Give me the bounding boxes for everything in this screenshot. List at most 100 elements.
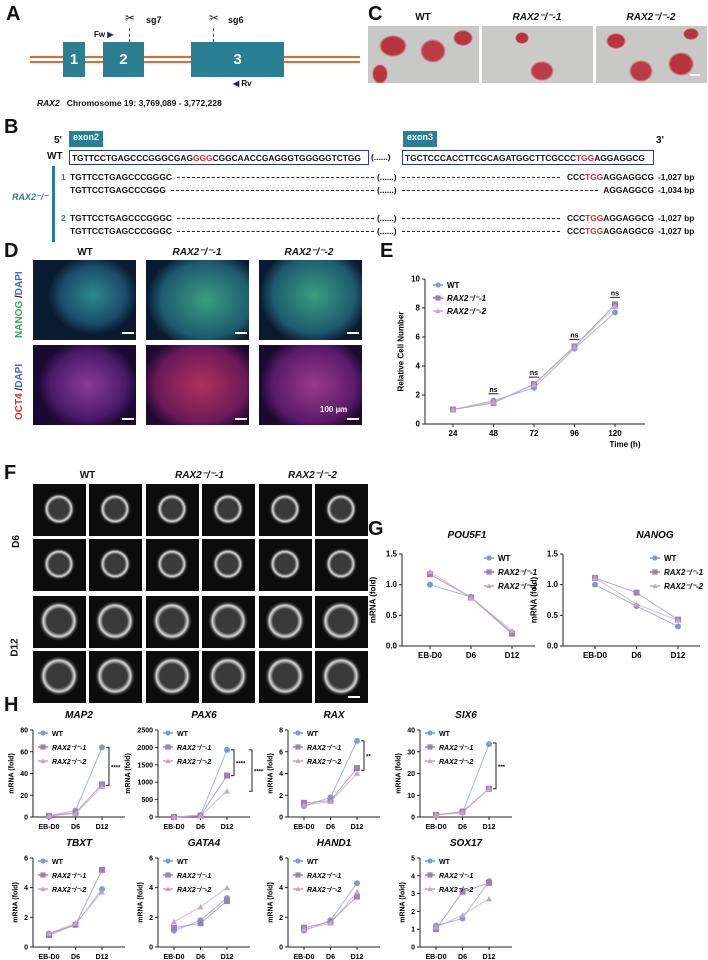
column-title: WT — [77, 247, 93, 258]
deletion-size: -1,034 bp — [658, 185, 695, 195]
colony-image-wt — [368, 26, 479, 83]
y-tick-label: 0 — [279, 815, 283, 822]
pam-seq: GGG — [192, 152, 213, 163]
deletion-dashes — [402, 231, 560, 232]
scissors-icon: ✂ — [209, 11, 220, 25]
eb-image — [146, 596, 199, 648]
wt-exon3-sequence: TGCTCCCACCTTCGCAGATGGCTTCGCCC TGG AGGAGGCG — [402, 150, 654, 165]
square-marker — [509, 630, 515, 637]
x-tick-label: EB-D0 — [293, 824, 314, 831]
oct4-image-ko2 — [259, 345, 362, 425]
legend-label: RAX2⁻/⁻-1 — [439, 873, 473, 880]
x-tick-label: D12 — [483, 824, 496, 831]
square-marker — [486, 879, 492, 886]
y-axis-label: mRNA (fold) — [138, 882, 145, 923]
y-tick-label: 2000 — [137, 745, 153, 752]
triangle-marker — [46, 930, 52, 937]
eb-image — [89, 539, 142, 591]
x-tick-label: D12 — [221, 824, 234, 831]
triangle-marker — [675, 617, 681, 623]
y-tick-label: 0 — [411, 815, 415, 822]
circle-marker — [486, 555, 492, 561]
eb-image — [33, 484, 86, 536]
legend-label: RAX2⁻/⁻-1 — [52, 873, 86, 880]
y-tick-label: 2 — [416, 391, 421, 400]
triangle-marker — [295, 886, 301, 892]
chart-title: HAND1 — [317, 838, 352, 849]
square-marker — [40, 744, 46, 750]
rv-primer-label: ◀ Rv — [233, 79, 252, 88]
y-tick-label: 1.5 — [547, 550, 559, 559]
deletion-dashes — [176, 177, 374, 178]
significance-label: ns — [530, 370, 538, 377]
eb-image — [89, 651, 142, 703]
legend-label: WT — [447, 281, 460, 290]
x-tick-label: D12 — [221, 954, 234, 960]
eb-image — [146, 484, 199, 536]
deletion-dashes — [176, 218, 374, 219]
y-tick-label: 0 — [149, 945, 153, 952]
mutant-group-bar — [52, 166, 55, 242]
triangle-marker — [509, 627, 515, 634]
x-tick-label: D12 — [505, 651, 520, 660]
y-tick-label: 30 — [407, 749, 415, 756]
x-tick-label: EB-D0 — [425, 954, 446, 960]
triangle-marker — [72, 920, 79, 926]
colony-image-ko1 — [482, 26, 593, 83]
y-tick-label: 10 — [411, 275, 420, 284]
x-tick-label: 120 — [608, 429, 622, 438]
legend-label: RAX2⁻/⁻-2 — [664, 582, 704, 591]
y-tick-label: 0.5 — [386, 611, 398, 620]
legend-label: WT — [439, 731, 451, 738]
deletion-dashes — [402, 177, 560, 178]
triangle-marker — [165, 758, 171, 764]
cut-site-line — [129, 28, 130, 42]
y-tick-label: 0.0 — [547, 642, 559, 651]
x-tick-label: D6 — [71, 824, 80, 831]
legend-label: RAX2⁻/⁻-1 — [177, 745, 211, 752]
chart-title: NANOG — [636, 530, 673, 541]
x-tick-label: D12 — [96, 954, 109, 960]
square-marker — [652, 569, 658, 575]
gap-marker: (......) — [371, 152, 391, 162]
exon-3: 3 — [191, 42, 284, 77]
triangle-marker — [486, 785, 492, 792]
triangle-marker — [450, 406, 456, 412]
y-axis-label: mRNA (fold) — [530, 576, 539, 623]
gap-marker: (......) — [377, 226, 397, 236]
seq: AGGAGGCG — [594, 152, 645, 163]
circle-marker — [427, 730, 433, 736]
x-tick-label: D6 — [196, 954, 205, 960]
eb-image — [146, 539, 199, 591]
square-marker — [99, 866, 105, 873]
square-marker — [354, 765, 360, 772]
x-tick-label: D12 — [351, 954, 364, 960]
significance-label: ns — [570, 332, 578, 339]
panel-label-f: F — [4, 462, 17, 484]
triangle-marker — [490, 399, 497, 405]
square-marker — [224, 898, 230, 905]
square-marker — [486, 569, 492, 575]
chart-title: SIX6 — [455, 710, 477, 721]
triangle-marker — [224, 884, 230, 891]
deletion-size: -1,027 bp — [658, 172, 695, 182]
seq: CCC — [566, 213, 586, 223]
legend-label: RAX2⁻/⁻-1 — [307, 745, 341, 752]
column-title: RAX2⁻/⁻-1 — [175, 470, 224, 481]
y-axis-label: mRNA (fold) — [268, 882, 275, 923]
y-tick-label: 6 — [279, 856, 283, 863]
series-line — [173, 775, 228, 818]
panel-label-b: B — [4, 116, 19, 138]
x-tick-label: EB-D0 — [425, 824, 446, 831]
triangle-marker — [459, 911, 466, 918]
square-marker — [40, 872, 46, 878]
y-tick-label: 6 — [279, 749, 283, 756]
legend-label: RAX2⁻/⁻-2 — [177, 759, 211, 766]
series-line — [452, 311, 616, 410]
y-axis-label: mRNA (fold) — [400, 882, 407, 923]
series-line — [435, 743, 490, 816]
triangle-marker — [486, 895, 492, 902]
colony-image-ko2 — [596, 26, 707, 83]
square-marker — [295, 744, 301, 750]
wt-label: WT — [47, 151, 63, 162]
